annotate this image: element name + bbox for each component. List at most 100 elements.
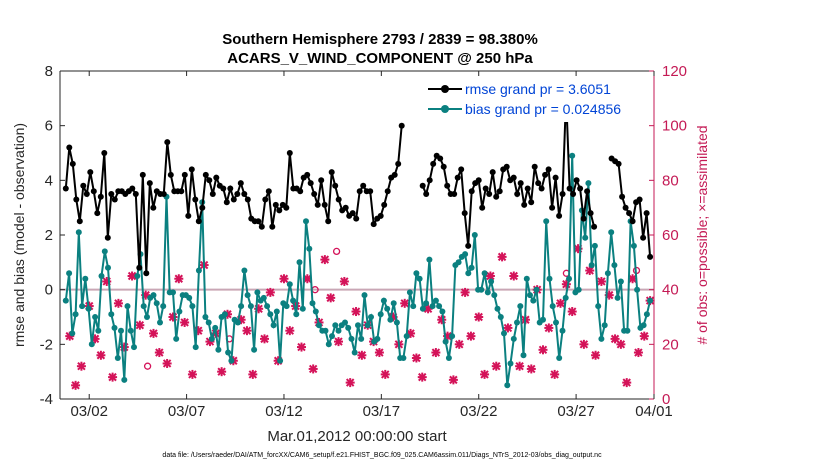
bias-point xyxy=(604,270,611,277)
bias-point xyxy=(585,180,592,187)
rmse-point xyxy=(619,193,626,200)
rmse-point xyxy=(321,201,328,208)
rmse-point xyxy=(167,171,174,178)
rmse-point xyxy=(381,201,388,208)
y-tick-label-right: 40 xyxy=(662,282,679,299)
bias-point xyxy=(400,355,407,361)
rmse-point xyxy=(622,204,629,211)
bias-point xyxy=(403,333,410,340)
bias-point xyxy=(127,327,134,334)
bias-point xyxy=(134,273,141,279)
rmse-point xyxy=(353,215,360,222)
obs-assimilated-marker xyxy=(374,348,384,358)
rmse-point xyxy=(454,174,461,181)
x-tick-label: 03/17 xyxy=(363,403,401,420)
obs-assimilated-marker xyxy=(596,276,606,286)
rmse-point xyxy=(206,177,213,184)
bias-point xyxy=(348,335,355,342)
bias-point xyxy=(153,300,160,307)
bias-point xyxy=(387,316,394,323)
obs-assimilated-marker xyxy=(113,298,123,308)
obs-assimilated-marker xyxy=(308,364,318,374)
rmse-point xyxy=(272,201,279,208)
obs-assimilated-marker xyxy=(127,271,137,281)
bias-point xyxy=(144,314,150,320)
rmse-point xyxy=(195,218,202,225)
rmse-point xyxy=(269,223,276,230)
rmse-point xyxy=(234,191,241,197)
bias-point xyxy=(468,264,475,271)
bias-point xyxy=(569,152,576,159)
bias-point xyxy=(160,303,167,310)
rmse-point xyxy=(111,196,118,203)
bias-point xyxy=(244,292,251,299)
chart-title-line2: ACARS_V_WIND_COMPONENT @ 250 hPa xyxy=(227,50,533,67)
x-tick-label: 04/01 xyxy=(635,403,673,420)
bias-point xyxy=(254,289,261,296)
bias-point xyxy=(462,251,469,258)
bias-point xyxy=(624,327,631,334)
bias-point xyxy=(413,270,420,277)
bias-point xyxy=(465,270,472,277)
bias-point xyxy=(432,297,439,304)
bias-point xyxy=(588,262,595,269)
rmse-point xyxy=(493,193,500,200)
bias-point xyxy=(374,335,381,342)
bias-point xyxy=(303,218,309,225)
y-tick-label-left: -4 xyxy=(40,391,53,408)
obs-assimilated-marker xyxy=(380,369,390,379)
rmse-point xyxy=(202,171,209,178)
bias-point xyxy=(601,322,608,329)
bias-point xyxy=(507,360,514,367)
rmse-point xyxy=(510,174,517,181)
bias-point xyxy=(170,289,176,296)
obs-assimilated-marker xyxy=(162,358,172,368)
bias-point xyxy=(582,234,589,241)
rmse-point xyxy=(643,210,650,217)
rmse-point xyxy=(367,188,374,195)
bias-point xyxy=(355,322,361,329)
bias-point xyxy=(176,308,183,315)
obs-assimilated-marker xyxy=(248,369,258,379)
bias-point xyxy=(157,319,163,326)
rmse-point xyxy=(139,171,146,178)
obs-assimilated-marker xyxy=(417,372,427,382)
rmse-point xyxy=(136,264,143,271)
bias-point xyxy=(92,314,99,320)
rmse-point xyxy=(521,201,528,208)
bias-point xyxy=(62,297,69,304)
rmse-point xyxy=(423,191,430,197)
rmse-series-layer xyxy=(62,92,654,277)
obs-assimilated-marker xyxy=(71,380,81,390)
rmse-point xyxy=(580,215,587,222)
rmse-point xyxy=(276,207,283,214)
rmse-point xyxy=(132,191,139,197)
rmse-point xyxy=(503,163,510,170)
obs-assimilated-marker xyxy=(497,252,507,262)
obs-assimilated-marker xyxy=(265,287,275,297)
obs-assimilated-marker xyxy=(108,372,118,382)
rmse-point xyxy=(377,212,384,219)
bias-point xyxy=(377,311,384,318)
bias-point xyxy=(306,245,313,252)
obs-assimilated-marker xyxy=(622,378,632,388)
rmse-point xyxy=(199,204,206,211)
rmse-point xyxy=(370,221,377,228)
legend-bias-label: bias grand pr = 0.024856 xyxy=(465,101,621,117)
bias-point xyxy=(329,333,335,340)
bias-point xyxy=(247,303,254,310)
bias-point xyxy=(419,305,426,312)
bias-point xyxy=(283,303,290,310)
y-tick-label-left: 8 xyxy=(45,63,53,80)
rmse-point xyxy=(419,182,426,189)
bias-point xyxy=(264,303,271,310)
legend-box xyxy=(424,78,646,122)
obs-assimilated-marker xyxy=(400,298,410,308)
rmse-point xyxy=(69,160,76,167)
rmse-point xyxy=(556,212,563,219)
bias-point xyxy=(260,294,267,301)
obs-assimilated-marker xyxy=(148,328,158,338)
bias-point xyxy=(478,286,485,293)
rmse-point xyxy=(94,210,101,217)
bias-point xyxy=(423,300,430,307)
